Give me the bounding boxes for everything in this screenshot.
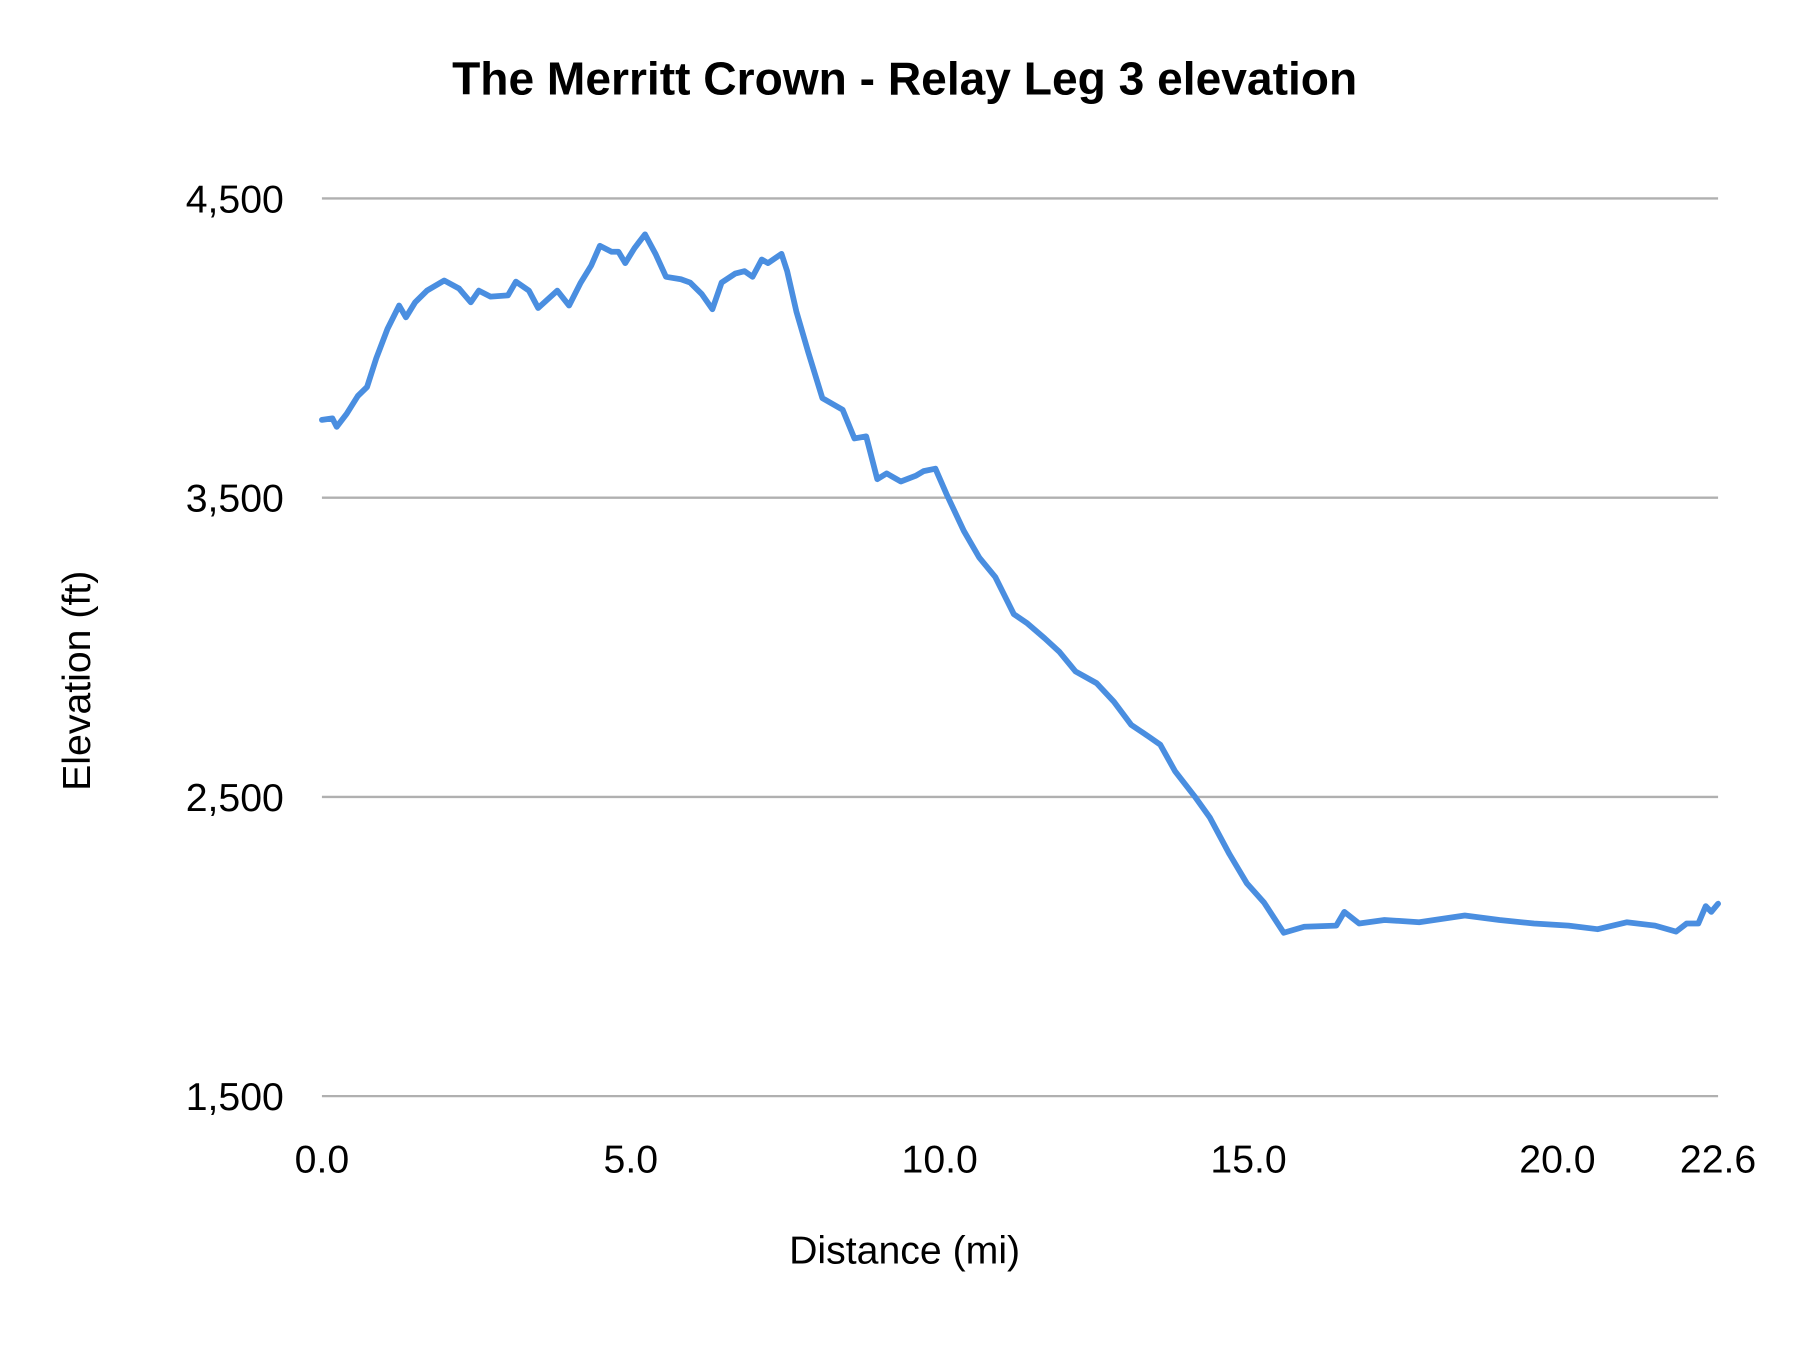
y-tick-label: 2,500 xyxy=(186,776,284,820)
x-tick-label: 10.0 xyxy=(902,1137,978,1181)
y-tick-label: 1,500 xyxy=(186,1075,284,1119)
chart-title: The Merritt Crown - Relay Leg 3 elevatio… xyxy=(452,53,1357,105)
x-tick-label: 22.6 xyxy=(1680,1137,1756,1181)
y-tick-label: 4,500 xyxy=(186,177,284,221)
gridlines xyxy=(321,197,1719,1098)
x-tick-labels: 0.0 5.0 10.0 15.0 20.0 22.6 xyxy=(295,1137,1757,1181)
x-tick-label: 15.0 xyxy=(1210,1137,1286,1181)
x-tick-label: 0.0 xyxy=(295,1137,350,1181)
elevation-series-line xyxy=(319,231,1721,936)
x-tick-label: 20.0 xyxy=(1519,1137,1595,1181)
y-axis-label: Elevation (ft) xyxy=(55,571,99,791)
x-axis-label: Distance (mi) xyxy=(789,1228,1020,1272)
x-tick-label: 5.0 xyxy=(604,1137,659,1181)
y-tick-labels: 4,500 3,500 2,500 1,500 xyxy=(186,177,284,1119)
y-tick-label: 3,500 xyxy=(186,477,284,521)
